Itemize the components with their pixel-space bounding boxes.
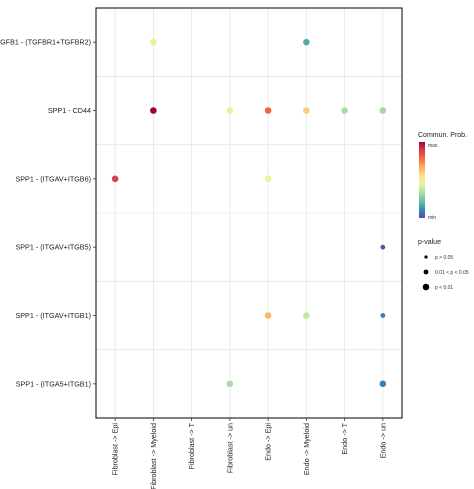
- colorbar-max-label: max: [428, 143, 438, 149]
- x-tick-label: Endo -> Myeloid: [302, 423, 311, 475]
- data-point: [303, 38, 310, 46]
- grid-lines: [96, 8, 402, 418]
- data-point: [226, 107, 234, 114]
- x-tick-label: Fibroblast -> un: [225, 423, 234, 473]
- pvalue-size-legend: p-value p > 0.05 0.01 < p < 0.05 p < 0.0…: [418, 239, 469, 291]
- x-tick-label: Endo -> T: [340, 422, 349, 454]
- data-point: [111, 175, 119, 183]
- size-legend-label-medium: 0.01 < p < 0.05: [435, 270, 469, 276]
- colorbar-min-label: min: [428, 215, 436, 221]
- size-legend-dot-large: [422, 283, 430, 291]
- x-tick-label: Endo -> un: [378, 423, 387, 458]
- data-point: [379, 380, 387, 388]
- data-point: [264, 175, 272, 183]
- x-tick-label: Fibroblast -> T: [187, 422, 196, 469]
- data-point: [150, 38, 157, 46]
- y-tick-label: SPP1 - (ITGAV+ITGB5): [15, 243, 91, 252]
- data-point: [150, 107, 157, 114]
- colorbar-gradient: [419, 142, 425, 218]
- data-points: [111, 38, 387, 388]
- data-point: [264, 107, 272, 114]
- colorbar-legend: Commun. Prob. max min: [418, 132, 467, 221]
- y-tick-label: SPP1 - (ITGA5+ITGB1): [16, 379, 91, 388]
- data-point: [380, 244, 386, 250]
- x-tick-label: Endo -> Epi: [264, 423, 273, 461]
- data-point: [264, 312, 272, 319]
- data-point: [226, 380, 234, 388]
- data-point: [380, 313, 386, 318]
- size-legend-title: p-value: [418, 239, 441, 246]
- y-tick-label: SPP1 - (ITGAV+ITGB6): [15, 174, 91, 183]
- x-tick-label: Fibroblast -> Myeloid: [149, 423, 158, 489]
- size-legend-dot-medium: [423, 269, 429, 275]
- data-point: [341, 107, 348, 114]
- data-point: [303, 312, 310, 319]
- size-legend-dot-small: [424, 255, 428, 259]
- y-tick-label: SPP1 - CD44: [48, 106, 91, 115]
- size-legend-label-small: p > 0.05: [435, 255, 453, 261]
- y-tick-label: TGFB1 - (TGFBR1+TGFBR2): [0, 38, 91, 47]
- size-legend-label-large: p < 0.01: [435, 285, 453, 291]
- plot-panel-border: [95, 7, 403, 419]
- y-axis: TGFB1 - (TGFBR1+TGFBR2) SPP1 - CD44 SPP1 -…: [0, 38, 96, 388]
- x-tick-label: Fibroblast -> Epi: [111, 423, 120, 476]
- data-point: [379, 107, 387, 114]
- x-axis: Fibroblast -> Epi Fibroblast -> Myeloid Fi…: [111, 418, 387, 489]
- colorbar-title: Commun. Prob.: [418, 132, 467, 139]
- data-point: [303, 107, 310, 114]
- y-tick-label: SPP1 - (ITGAV+ITGB1): [15, 311, 91, 320]
